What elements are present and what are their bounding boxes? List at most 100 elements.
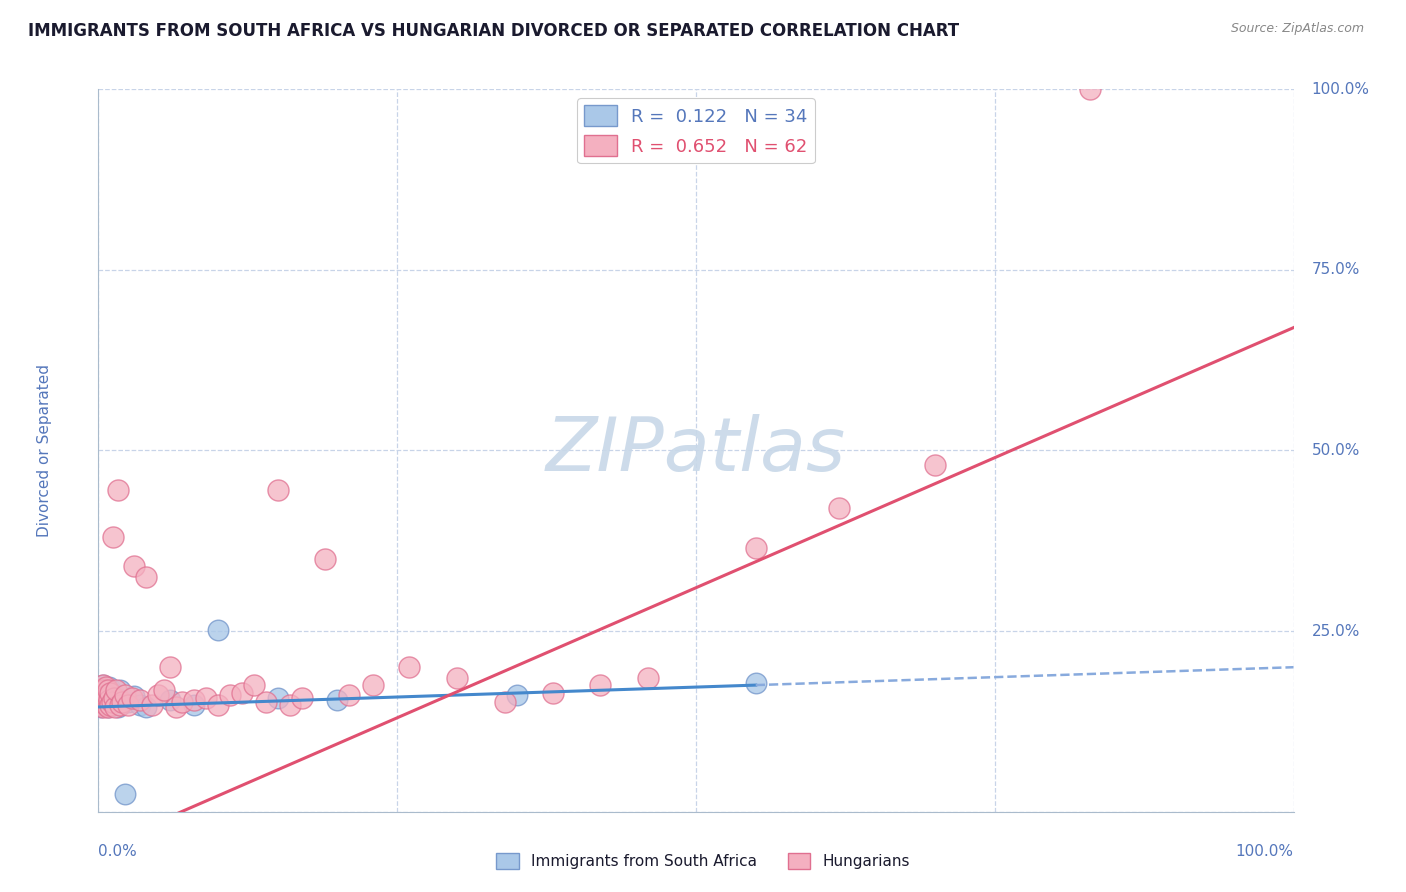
- Point: [93, 683, 115, 698]
- Point: [398, 660, 420, 674]
- Point: [94, 681, 117, 695]
- Point: [91, 689, 114, 703]
- Point: [94, 698, 117, 712]
- Point: [108, 698, 131, 712]
- Text: Divorced or Separated: Divorced or Separated: [37, 364, 52, 537]
- Point: [114, 787, 136, 801]
- Point: [91, 696, 114, 710]
- Point: [141, 698, 163, 712]
- Point: [96, 688, 118, 702]
- Point: [101, 530, 124, 544]
- Point: [104, 700, 127, 714]
- Point: [243, 678, 266, 692]
- Point: [107, 483, 129, 498]
- Text: ZIPatlas: ZIPatlas: [546, 415, 846, 486]
- Point: [207, 623, 229, 637]
- Point: [153, 683, 176, 698]
- Point: [91, 681, 114, 696]
- Point: [339, 688, 361, 702]
- Text: 100.0%: 100.0%: [1312, 82, 1369, 96]
- Point: [195, 690, 218, 705]
- Point: [111, 695, 134, 709]
- Point: [108, 683, 131, 698]
- Point: [98, 685, 122, 699]
- Point: [93, 683, 115, 698]
- Point: [148, 688, 170, 702]
- Point: [291, 690, 314, 705]
- Point: [219, 688, 242, 702]
- Point: [101, 685, 124, 699]
- Point: [96, 690, 118, 705]
- Point: [91, 678, 114, 692]
- Point: [91, 700, 114, 714]
- Text: Source: ZipAtlas.com: Source: ZipAtlas.com: [1230, 22, 1364, 36]
- Point: [165, 700, 187, 714]
- Text: 100.0%: 100.0%: [1236, 844, 1294, 859]
- Point: [183, 698, 205, 712]
- Legend: Immigrants from South Africa, Hungarians: Immigrants from South Africa, Hungarians: [489, 847, 917, 875]
- Point: [90, 700, 112, 714]
- Point: [117, 698, 139, 712]
- Point: [103, 690, 125, 705]
- Point: [89, 685, 111, 699]
- Point: [1080, 82, 1102, 96]
- Point: [159, 660, 181, 674]
- Point: [90, 681, 112, 696]
- Point: [94, 695, 117, 709]
- Point: [267, 690, 290, 705]
- Point: [89, 685, 111, 699]
- Text: 0.0%: 0.0%: [98, 844, 138, 859]
- Point: [541, 685, 564, 699]
- Point: [129, 692, 152, 706]
- Point: [97, 700, 120, 714]
- Point: [121, 690, 143, 705]
- Point: [267, 483, 290, 498]
- Point: [135, 570, 157, 584]
- Point: [105, 690, 128, 705]
- Point: [135, 700, 157, 714]
- Point: [254, 695, 277, 709]
- Point: [315, 551, 337, 566]
- Point: [745, 676, 768, 690]
- Point: [97, 683, 120, 698]
- Point: [124, 689, 146, 703]
- Point: [183, 692, 205, 706]
- Point: [98, 698, 122, 712]
- Point: [637, 671, 659, 685]
- Point: [91, 678, 114, 692]
- Point: [111, 692, 134, 706]
- Point: [114, 688, 136, 702]
- Point: [98, 692, 121, 706]
- Point: [107, 700, 129, 714]
- Point: [124, 559, 146, 574]
- Point: [91, 692, 114, 706]
- Point: [363, 678, 385, 692]
- Point: [231, 685, 253, 699]
- Point: [105, 683, 128, 698]
- Text: 50.0%: 50.0%: [1312, 443, 1360, 458]
- Point: [97, 700, 120, 714]
- Point: [207, 698, 229, 712]
- Point: [98, 681, 121, 695]
- Point: [172, 695, 194, 709]
- Point: [924, 458, 946, 472]
- Legend: R =  0.122   N = 34, R =  0.652   N = 62: R = 0.122 N = 34, R = 0.652 N = 62: [576, 98, 815, 163]
- Point: [93, 690, 115, 705]
- Point: [94, 688, 117, 702]
- Point: [494, 695, 516, 709]
- Point: [129, 698, 152, 712]
- Point: [326, 692, 349, 706]
- Point: [589, 678, 612, 692]
- Point: [103, 695, 125, 709]
- Point: [828, 501, 851, 516]
- Point: [100, 698, 122, 712]
- Point: [89, 692, 111, 706]
- Point: [90, 698, 112, 712]
- Text: 25.0%: 25.0%: [1312, 624, 1360, 639]
- Point: [93, 698, 115, 712]
- Point: [96, 695, 118, 709]
- Point: [278, 698, 301, 712]
- Point: [90, 688, 112, 702]
- Point: [100, 695, 122, 709]
- Text: 75.0%: 75.0%: [1312, 262, 1360, 277]
